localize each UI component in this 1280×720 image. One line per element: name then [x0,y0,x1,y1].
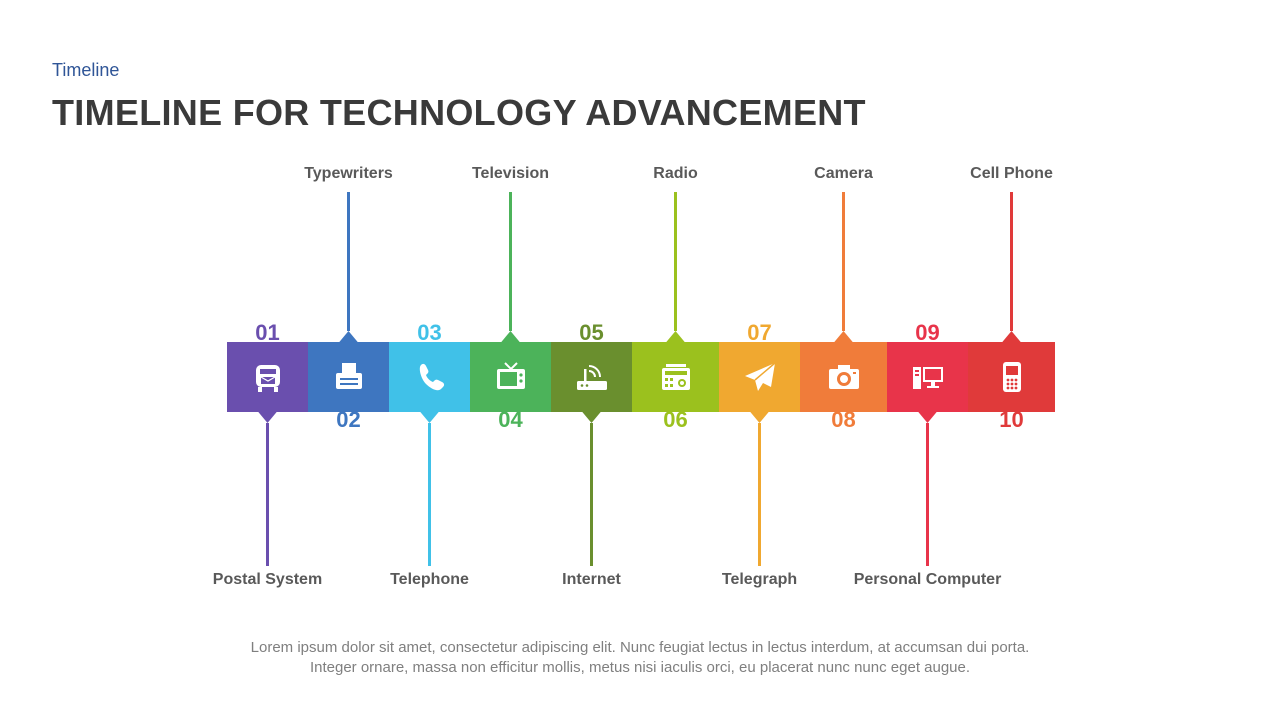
pointer-07 [749,411,770,423]
timeline-block-05 [551,342,632,412]
pointer-08 [833,331,854,343]
footer-line-2: Integer ornare, massa non efficitur moll… [309,659,971,676]
computer-icon [910,342,946,412]
step-label-04: Television [471,165,550,182]
step-number-09: 09 [915,320,940,345]
mailbox-icon [250,342,286,412]
pointer-05 [581,411,602,423]
step-label-01: Postal System [212,571,323,588]
step-label-07: Telegraph [721,571,798,588]
pointer-10 [1001,331,1022,343]
step-number-01: 01 [255,320,280,345]
paper-plane-icon [742,342,778,412]
footer-text: Lorem ipsum dolor sit amet, consectetur … [160,638,1120,678]
camera-icon [826,342,862,412]
timeline-block-03 [389,342,470,412]
pointer-06 [665,331,686,343]
step-label-10: Cell Phone [970,165,1053,182]
step-label-06: Radio [653,165,698,182]
step-number-07: 07 [747,320,772,345]
cell-phone-icon [994,342,1030,412]
pointer-09 [917,411,938,423]
step-number-10: 10 [999,407,1024,432]
router-icon [574,342,610,412]
step-label-09: Personal Computer [853,571,1002,588]
pointer-02 [338,331,359,343]
step-label-05: Internet [562,571,621,588]
step-label-03: Telephone [390,571,469,588]
pointer-01 [257,411,278,423]
step-number-03: 03 [417,320,442,345]
step-label-02: Typewriters [304,165,393,182]
pointer-03 [419,411,440,423]
slide-subtitle: Timeline [52,60,120,80]
step-number-02: 02 [336,407,361,432]
step-label-08: Camera [814,165,873,182]
typewriter-icon [331,342,367,412]
phone-icon [412,342,448,412]
slide-title: TIMELINE FOR TECHNOLOGY ADVANCEMENT [52,92,866,133]
step-number-08: 08 [831,407,856,432]
footer-line-1: Lorem ipsum dolor sit amet, consectetur … [250,639,1030,656]
radio-icon [658,342,694,412]
step-number-04: 04 [498,407,523,432]
tv-icon [493,342,529,412]
step-number-06: 06 [663,407,688,432]
step-number-05: 05 [579,320,604,345]
pointer-04 [500,331,521,343]
